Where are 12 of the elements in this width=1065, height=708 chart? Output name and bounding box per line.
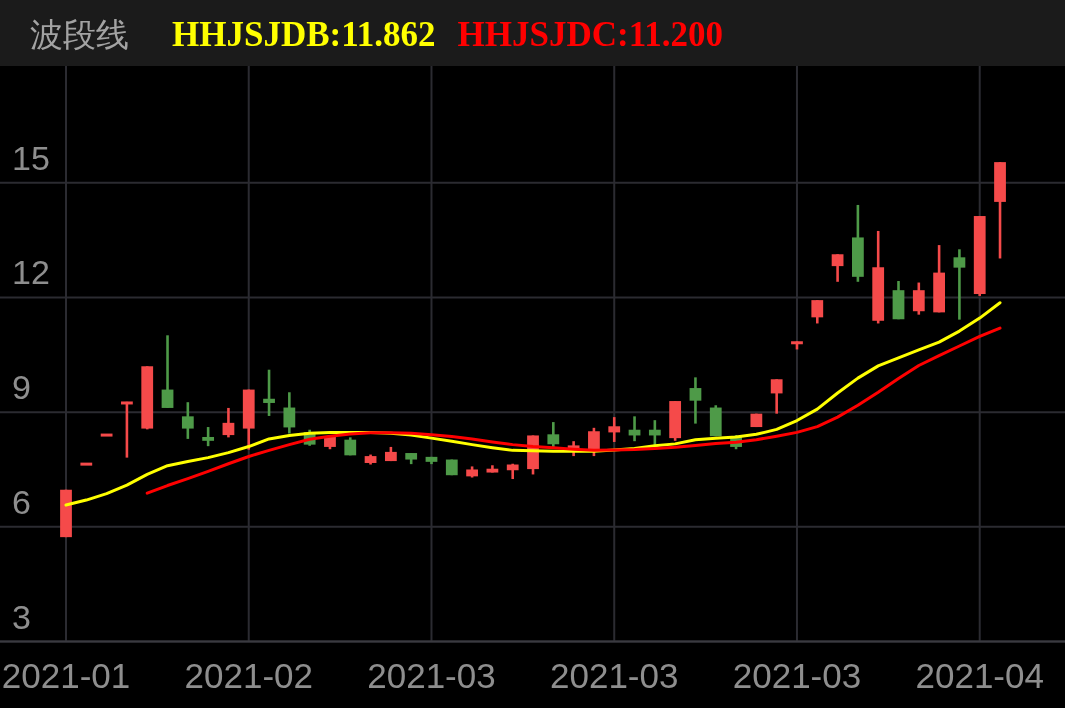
y-tick: 12 bbox=[12, 253, 50, 292]
y-tick: 6 bbox=[12, 482, 31, 521]
x-tick: 2021-03 bbox=[550, 656, 679, 695]
x-tick: 2021-01 bbox=[1, 656, 131, 695]
x-tick: 2021-02 bbox=[184, 656, 313, 695]
title: 波段线 bbox=[30, 15, 129, 54]
x-tick: 2021-03 bbox=[367, 656, 496, 695]
y-tick: 15 bbox=[12, 138, 50, 177]
x-tick: 2021-04 bbox=[915, 656, 1044, 695]
y-tick: 9 bbox=[12, 368, 31, 407]
x-tick: 2021-03 bbox=[732, 656, 862, 695]
y-tick: 3 bbox=[12, 597, 31, 636]
